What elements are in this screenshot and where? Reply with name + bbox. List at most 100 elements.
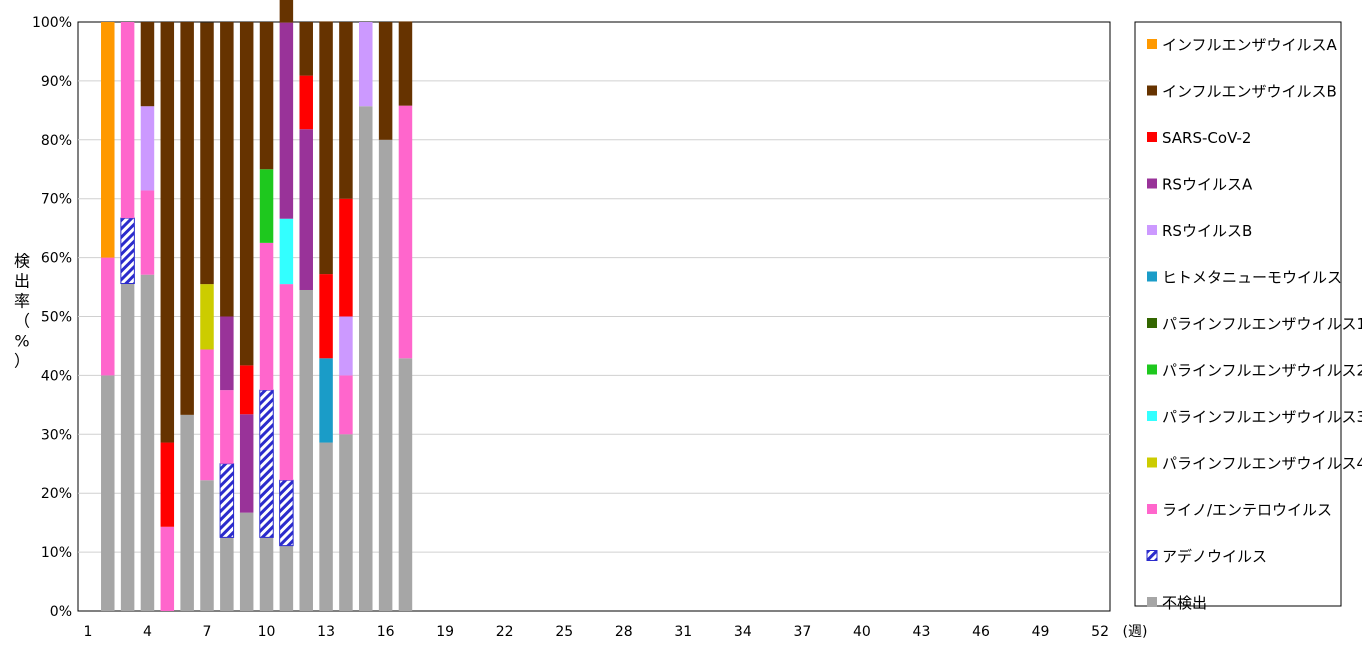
bar-segment: [200, 284, 214, 350]
x-tick-label: 37: [793, 624, 811, 640]
bar-segment: [339, 375, 353, 435]
legend-box: [1134, 21, 1342, 607]
legend-label: パラインフルエンザウイルス3: [1162, 408, 1362, 426]
bar-segment: [279, 0, 294, 23]
y-axis-ticks: 0% 10% 20% 30% 40% 50% 60% 70% 80% 90% 100%: [32, 15, 72, 620]
legend-swatch: [1147, 318, 1157, 328]
y-axis-label: 検出率（%）: [14, 252, 30, 371]
legend-label: パラインフルエンザウイルス4: [1162, 455, 1362, 473]
bar-segment: [239, 512, 254, 611]
legend-swatch: [1147, 597, 1157, 607]
legend-label: 不検出: [1162, 594, 1207, 612]
legend-swatch: [1147, 85, 1157, 96]
y-tick-label: 40%: [41, 368, 72, 384]
legend-label: パラインフルエンザウイルス1: [1162, 315, 1362, 333]
legend-label: SARS-CoV-2: [1162, 129, 1251, 147]
bar-segment: [220, 537, 234, 611]
bar-segment: [398, 358, 413, 611]
bar-segment: [200, 480, 214, 611]
bar-segment: [359, 106, 373, 612]
bar-segment: [160, 442, 175, 527]
bar-segment: [299, 22, 313, 76]
legend-swatch: [1146, 550, 1158, 561]
y-tick-label: 90%: [41, 74, 72, 90]
bar-segment: [140, 274, 155, 611]
bar-segment: [180, 414, 194, 611]
bar-segment: [339, 434, 353, 611]
y-tick-label: 80%: [41, 133, 72, 149]
bar-segment: [120, 217, 135, 285]
bar-segment: [299, 289, 313, 611]
bar-segment: [339, 198, 353, 317]
bar-segment: [259, 389, 274, 538]
bar-segment: [398, 21, 413, 106]
bar-segment: [220, 22, 234, 317]
x-tick-label: 46: [972, 624, 990, 640]
bar-segment: [239, 414, 254, 513]
bar-segment: [259, 537, 274, 611]
bar-segment: [101, 22, 115, 258]
bar-segment: [160, 22, 175, 443]
y-axis-title-char: ）: [14, 352, 30, 371]
bar-segment: [319, 21, 333, 275]
bar-segment: [140, 190, 155, 275]
legend-label: アデノウイルス: [1162, 548, 1267, 566]
bar-segment: [359, 22, 373, 107]
bar-segment: [160, 526, 175, 611]
y-tick-label: 10%: [41, 545, 72, 561]
x-tick-label: 52: [1091, 624, 1109, 640]
bar-segment: [339, 316, 353, 376]
bar-segment: [180, 22, 194, 415]
bar-segment: [279, 22, 294, 219]
y-axis-title-char: （: [14, 312, 30, 331]
x-tick-label: 28: [615, 624, 633, 640]
x-tick-label: 13: [317, 624, 335, 640]
x-tick-label: 10: [258, 624, 276, 640]
y-axis-title-char: %: [14, 332, 29, 351]
bar-segment: [259, 169, 274, 243]
legend: インフルエンザウイルスA インフルエンザウイルスB SARS-CoV-2 RSウイルス…: [1134, 21, 1362, 612]
y-tick-label: 60%: [41, 251, 72, 267]
x-axis-ticks: 1 4 7 10 13 16 19 22 25 28 31 34 37 40 43 46 49 52 (週): [83, 624, 1147, 640]
x-tick-label: 1: [83, 624, 92, 640]
x-tick-label: 34: [734, 624, 752, 640]
x-tick-label: 49: [1032, 624, 1050, 640]
bar-segment: [279, 479, 294, 547]
legend-swatch: [1147, 504, 1157, 514]
bar-segment: [279, 545, 294, 611]
y-tick-label: 20%: [41, 486, 72, 502]
bar-segment: [398, 105, 413, 359]
legend-label: ヒトメタニューモウイルス: [1162, 269, 1342, 287]
legend-swatch: [1147, 225, 1157, 235]
x-tick-label: 7: [203, 624, 212, 640]
y-axis-title: 検出率（%）: [14, 252, 30, 371]
bar-segment: [120, 22, 135, 219]
bar-segment: [279, 284, 294, 481]
bars: [101, 0, 413, 612]
legend-swatch: [1147, 457, 1157, 468]
legend-label: RSウイルスB: [1162, 222, 1252, 240]
bar-segment: [120, 283, 135, 611]
bar-segment: [378, 139, 393, 612]
bar-segment: [239, 22, 254, 366]
legend-swatch: [1147, 39, 1157, 49]
y-axis-title-char: 率: [14, 292, 30, 311]
y-tick-label: 0%: [50, 604, 72, 620]
x-tick-label: 43: [913, 624, 931, 640]
legend-label: ライノ/エンテロウイルス: [1162, 501, 1332, 519]
bar-segment: [200, 349, 214, 481]
bar-segment: [200, 22, 214, 285]
legend-swatch: [1147, 178, 1157, 189]
legend-label: パラインフルエンザウイルス2: [1162, 362, 1362, 380]
x-tick-label: 40: [853, 624, 871, 640]
y-axis-title-char: 検: [14, 252, 30, 271]
bar-segment: [140, 22, 155, 107]
bar-segment: [339, 22, 353, 199]
y-axis-title-char: 出: [14, 272, 30, 291]
y-tick-label: 50%: [41, 310, 72, 326]
x-tick-label: 4: [143, 624, 152, 640]
y-tick-label: 70%: [41, 192, 72, 208]
x-tick-label: 16: [377, 624, 395, 640]
